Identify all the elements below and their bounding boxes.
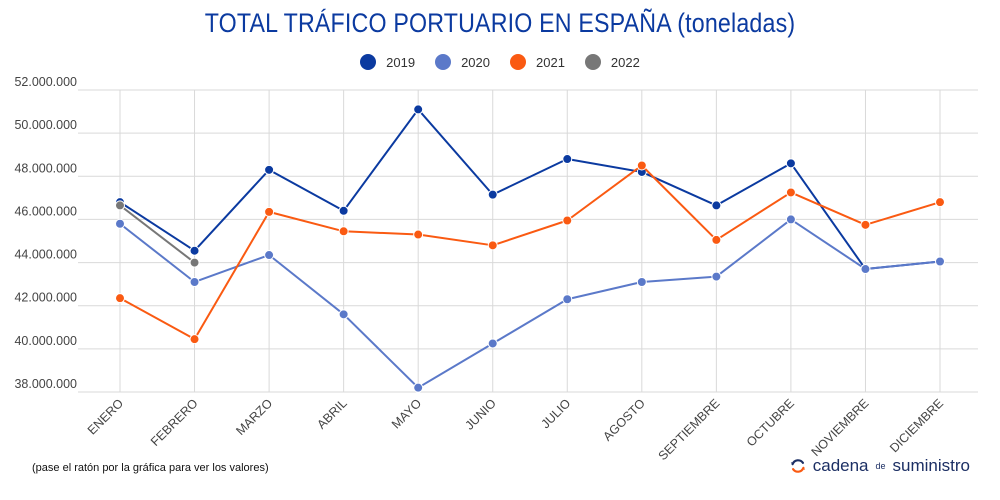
data-point-2020[interactable]: 2020 DICIEMBRE: 44.050.000	[935, 256, 945, 267]
legend-item-2019[interactable]: 2019	[360, 54, 415, 70]
x-tick-label: NOVIEMBRE	[809, 396, 872, 459]
legend-marker-icon	[510, 54, 526, 70]
data-point-2019[interactable]: 2019 FEBRERO: 44.550.000	[189, 245, 200, 256]
data-point-2019[interactable]: 2019 MARZO: 48.300.000	[264, 164, 275, 175]
x-tick-label: FEBRERO	[148, 396, 201, 449]
y-tick-label: 42.000.000	[14, 291, 77, 305]
data-point-2021[interactable]: 2021 FEBRERO: 40.450.000	[189, 334, 200, 345]
data-point-2021[interactable]: 2021 MAYO: 45.300.000	[413, 229, 424, 240]
x-tick-label: MAYO	[389, 396, 424, 431]
x-tick-label: AGOSTO	[600, 396, 648, 444]
brand-logo[interactable]: cadena de suministro	[789, 456, 970, 476]
legend-label: 2021	[536, 54, 565, 70]
legend-item-2021[interactable]: 2021	[510, 54, 565, 70]
data-point-2019[interactable]: 2019 JUNIO: 47.150.000	[487, 189, 498, 200]
data-point-2021[interactable]: 2021 OCTUBRE: 47.250.000	[785, 187, 796, 198]
data-point-2019[interactable]: 2019 JULIO: 48.800.000	[562, 154, 573, 165]
data-point-2022[interactable]: 2022 FEBRERO: 44.000.000	[189, 257, 200, 268]
x-tick-label: MARZO	[233, 396, 275, 438]
y-tick-label: 40.000.000	[14, 334, 77, 348]
y-tick-label: 38.000.000	[14, 377, 77, 391]
data-point-2021[interactable]: 2021 ABRIL: 45.450.000	[338, 226, 349, 237]
y-tick-label: 52.000.000	[14, 75, 77, 89]
data-point-2019[interactable]: 2019 SEPTIEMBRE: 46.650.000	[711, 200, 722, 211]
data-point-2020[interactable]: 2020 ABRIL: 41.600.000	[338, 309, 349, 320]
legend-marker-icon	[360, 54, 377, 70]
series-line-2020[interactable]	[119, 218, 941, 389]
chart-title: TOTAL TRÁFICO PORTUARIO EN ESPAÑA (tonel…	[204, 8, 796, 38]
y-tick-label: 48.000.000	[14, 161, 77, 175]
x-tick-label: ABRIL	[314, 396, 349, 431]
data-point-2021[interactable]: 2021 MARZO: 46.350.000	[264, 206, 275, 217]
x-tick-label: ENERO	[85, 396, 127, 438]
data-point-2020[interactable]: 2020 MARZO: 44.350.000	[264, 250, 275, 261]
data-point-2021[interactable]: 2021 ENERO: 42.350.000	[115, 293, 125, 304]
legend-item-2020[interactable]: 2020	[435, 54, 490, 70]
y-tick-label: 46.000.000	[14, 204, 77, 218]
data-point-2020[interactable]: 2020 AGOSTO: 43.100.000	[636, 276, 647, 287]
data-point-2020[interactable]: 2020 FEBRERO: 43.100.000	[189, 276, 200, 287]
data-point-2019[interactable]: 2019 OCTUBRE: 48.600.000	[785, 158, 796, 169]
data-point-2021[interactable]: 2021 DICIEMBRE: 46.800.000	[935, 197, 945, 208]
refresh-arrows-icon	[790, 459, 805, 473]
data-point-2020[interactable]: 2020 JUNIO: 40.250.000	[487, 338, 498, 349]
brand-word-de: de	[875, 461, 886, 471]
data-point-2021[interactable]: 2021 JULIO: 45.950.000	[562, 215, 573, 226]
data-point-2019[interactable]: 2019 MAYO: 51.100.000	[413, 104, 424, 115]
y-tick-label: 44.000.000	[14, 248, 77, 262]
legend-label: 2019	[386, 54, 416, 70]
y-tick-label: 50.000.000	[14, 118, 77, 132]
x-tick-label: SEPTIEMBRE	[656, 396, 723, 463]
x-tick-label: JULIO	[538, 396, 573, 431]
legend-marker-icon	[435, 54, 452, 70]
x-tick-label: DICIEMBRE	[887, 396, 946, 455]
data-point-2020[interactable]: 2020 SEPTIEMBRE: 43.350.000	[711, 271, 722, 282]
data-point-2021[interactable]: 2021 AGOSTO: 48.500.000	[636, 160, 647, 171]
data-point-2021[interactable]: 2021 JUNIO: 44.800.000	[487, 240, 498, 251]
data-point-2021[interactable]: 2021 SEPTIEMBRE: 45.050.000	[711, 234, 722, 245]
hover-hint: (pase el ratón por la gráfica para ver l…	[32, 462, 269, 474]
data-point-2021[interactable]: 2021 NOVIEMBRE: 45.750.000	[860, 219, 871, 230]
data-point-2019[interactable]: 2019 ABRIL: 46.400.000	[338, 205, 349, 216]
brand-word-suministro: suministro	[892, 456, 970, 475]
data-point-2020[interactable]: 2020 ENERO: 45.800.000	[115, 218, 125, 229]
series-line-2022[interactable]	[119, 204, 196, 264]
data-point-2020[interactable]: 2020 JULIO: 42.300.000	[562, 294, 573, 305]
legend-marker-icon	[584, 54, 601, 70]
legend-label: 2020	[461, 54, 490, 70]
legend-item-2022[interactable]: 2022	[584, 54, 640, 70]
chart-legend: 2019 2020 2021 2022	[0, 54, 1000, 70]
x-tick-label: JUNIO	[462, 396, 499, 433]
brand-word-cadena: cadena	[812, 456, 869, 475]
data-point-2022[interactable]: 2022 ENERO: 46.650.000	[115, 200, 125, 211]
series-line-2019[interactable]	[119, 108, 941, 271]
data-point-2020[interactable]: 2020 OCTUBRE: 46.000.000	[785, 214, 796, 225]
legend-label: 2022	[610, 54, 640, 70]
data-point-2020[interactable]: 2020 NOVIEMBRE: 43.700.000	[860, 264, 871, 275]
data-point-2020[interactable]: 2020 MAYO: 38.200.000	[413, 382, 424, 393]
series-line-2021[interactable]	[119, 164, 941, 341]
x-tick-label: OCTUBRE	[744, 396, 797, 449]
